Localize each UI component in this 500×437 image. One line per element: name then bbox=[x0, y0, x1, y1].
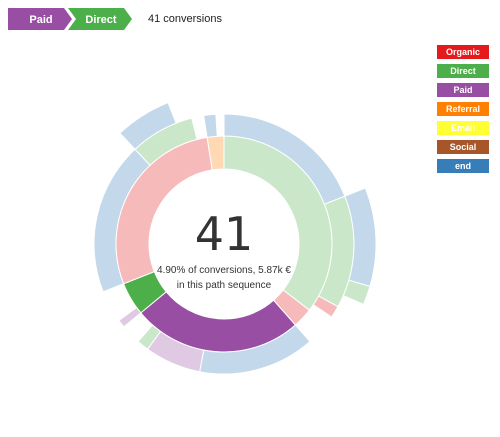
conversions-count-label: 41 conversions bbox=[148, 13, 222, 25]
breadcrumb-trail: Paid Direct bbox=[8, 8, 132, 30]
center-line-2: in this path sequence bbox=[177, 280, 272, 291]
sunburst-segment-end[interactable] bbox=[203, 113, 218, 138]
legend-item-email[interactable]: Email bbox=[437, 121, 489, 135]
sunburst-segment-direct[interactable] bbox=[137, 324, 162, 350]
breadcrumb-step-label: Paid bbox=[29, 14, 52, 26]
breadcrumb: Paid Direct 41 conversions bbox=[8, 8, 222, 30]
sunburst-segment-end[interactable] bbox=[119, 102, 177, 150]
breadcrumb-step-label: Direct bbox=[85, 14, 117, 26]
legend-item-direct[interactable]: Direct bbox=[437, 64, 489, 78]
sunburst-segment-organic[interactable] bbox=[312, 295, 339, 318]
legend-item-organic[interactable]: Organic bbox=[437, 45, 489, 59]
sunburst-segment-direct[interactable] bbox=[342, 279, 371, 306]
legend-item-end[interactable]: end bbox=[437, 159, 489, 173]
breadcrumb-step-direct[interactable] bbox=[68, 8, 132, 30]
legend: Organic Direct Paid Referral Email Social end bbox=[437, 45, 489, 178]
legend-item-social[interactable]: Social bbox=[437, 140, 489, 154]
legend-item-paid[interactable]: Paid bbox=[437, 83, 489, 97]
breadcrumb-step-paid[interactable] bbox=[8, 8, 72, 30]
center-count: 41 bbox=[195, 207, 254, 261]
sunburst-segment-paid[interactable] bbox=[118, 306, 142, 328]
center-line-1: 4.90% of conversions, 5.87k € bbox=[157, 265, 291, 276]
legend-item-referral[interactable]: Referral bbox=[437, 102, 489, 116]
